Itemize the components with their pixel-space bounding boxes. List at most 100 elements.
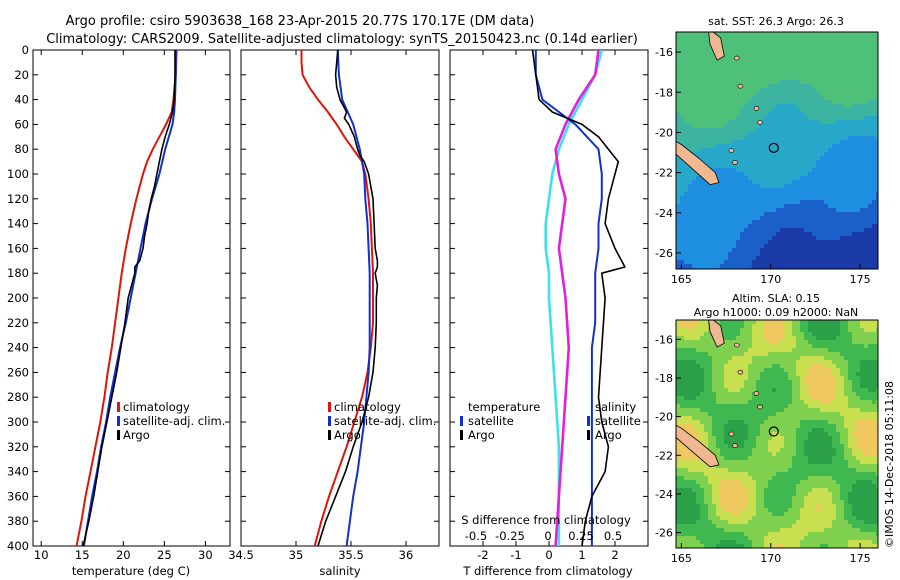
map-cell: [708, 108, 713, 113]
map-cell: [808, 368, 813, 373]
map-cell: [684, 392, 689, 397]
map-cell: [832, 148, 837, 153]
map-cell: [800, 260, 805, 265]
map-cell: [788, 220, 793, 225]
map-cell: [872, 256, 877, 261]
map-cell: [864, 40, 869, 45]
map-cell: [684, 128, 689, 133]
map-cell: [832, 348, 837, 353]
map-cell: [752, 204, 757, 209]
map-cell: [828, 396, 833, 401]
map-cell: [828, 188, 833, 193]
map-cell: [824, 84, 829, 89]
map-cell: [752, 176, 757, 181]
map-cell: [828, 200, 833, 205]
map-cell: [760, 336, 765, 341]
map-cell: [756, 448, 761, 453]
map-cell: [732, 348, 737, 353]
map-cell: [704, 220, 709, 225]
map-cell: [800, 396, 805, 401]
map-cell: [724, 68, 729, 73]
map-cell: [852, 196, 857, 201]
map-cell: [872, 176, 877, 181]
map-cell: [872, 64, 877, 69]
map-cell: [724, 188, 729, 193]
map-cell: [752, 396, 757, 401]
map-cell: [760, 136, 765, 141]
map-cell: [820, 168, 825, 173]
map-cell: [676, 224, 681, 229]
map-cell: [844, 96, 849, 101]
map-cell: [776, 404, 781, 409]
map-cell: [740, 100, 745, 105]
map-cell: [740, 76, 745, 81]
map-cell: [832, 108, 837, 113]
map-cell: [800, 104, 805, 109]
map-cell: [800, 52, 805, 57]
map-cell: [676, 68, 681, 73]
map-cell: [680, 388, 685, 393]
map-cell: [780, 360, 785, 365]
map-cell: [716, 168, 721, 173]
map-cell: [764, 228, 769, 233]
map-cell: [784, 36, 789, 41]
map-cell: [696, 420, 701, 425]
map-cell: [700, 212, 705, 217]
map-cell: [716, 428, 721, 433]
map-cell: [844, 172, 849, 177]
map-cell: [728, 448, 733, 453]
map-cell: [756, 412, 761, 417]
map-cell: [852, 340, 857, 345]
map-cell: [736, 196, 741, 201]
map-cell: [688, 52, 693, 57]
map-cell: [756, 440, 761, 445]
map-cell: [844, 124, 849, 129]
map-cell: [688, 348, 693, 353]
map-cell: [824, 212, 829, 217]
map-cell: [856, 224, 861, 229]
map-cell: [820, 408, 825, 413]
map-cell: [832, 436, 837, 441]
map-cell: [688, 196, 693, 201]
map-cell: [752, 184, 757, 189]
map-cell: [728, 388, 733, 393]
map-cell: [752, 188, 757, 193]
map-cell: [808, 360, 813, 365]
map-cell: [876, 324, 878, 329]
map-cell: [868, 84, 873, 89]
map-cell: [824, 444, 829, 449]
map-cell: [776, 176, 781, 181]
map-cell: [716, 256, 721, 261]
map-cell: [856, 372, 861, 377]
map-cell: [676, 416, 681, 421]
map-cell: [720, 412, 725, 417]
map-cell: [808, 188, 813, 193]
map-cell: [720, 404, 725, 409]
map-cell: [800, 40, 805, 45]
map-cell: [748, 148, 753, 153]
map-cell: [692, 412, 697, 417]
map-cell: [832, 68, 837, 73]
map-cell: [820, 144, 825, 149]
map-cell: [684, 132, 689, 137]
map-cell: [752, 108, 757, 113]
map-cell: [816, 64, 821, 69]
map-cell: [688, 40, 693, 45]
map-cell: [816, 156, 821, 161]
map-cell: [740, 144, 745, 149]
map-cell: [812, 128, 817, 133]
map-cell: [752, 256, 757, 261]
map-cell: [844, 68, 849, 73]
map-cell: [856, 180, 861, 185]
map-cell: [840, 72, 845, 77]
map-cell: [772, 196, 777, 201]
map-cell: [756, 224, 761, 229]
map-cell: [800, 264, 805, 269]
map-cell: [840, 132, 845, 137]
map-cell: [796, 72, 801, 77]
map-cell: [876, 88, 878, 93]
map-cell: [696, 208, 701, 213]
map-cell: [808, 40, 813, 45]
map-cell: [812, 392, 817, 397]
map-cell: [728, 156, 733, 161]
